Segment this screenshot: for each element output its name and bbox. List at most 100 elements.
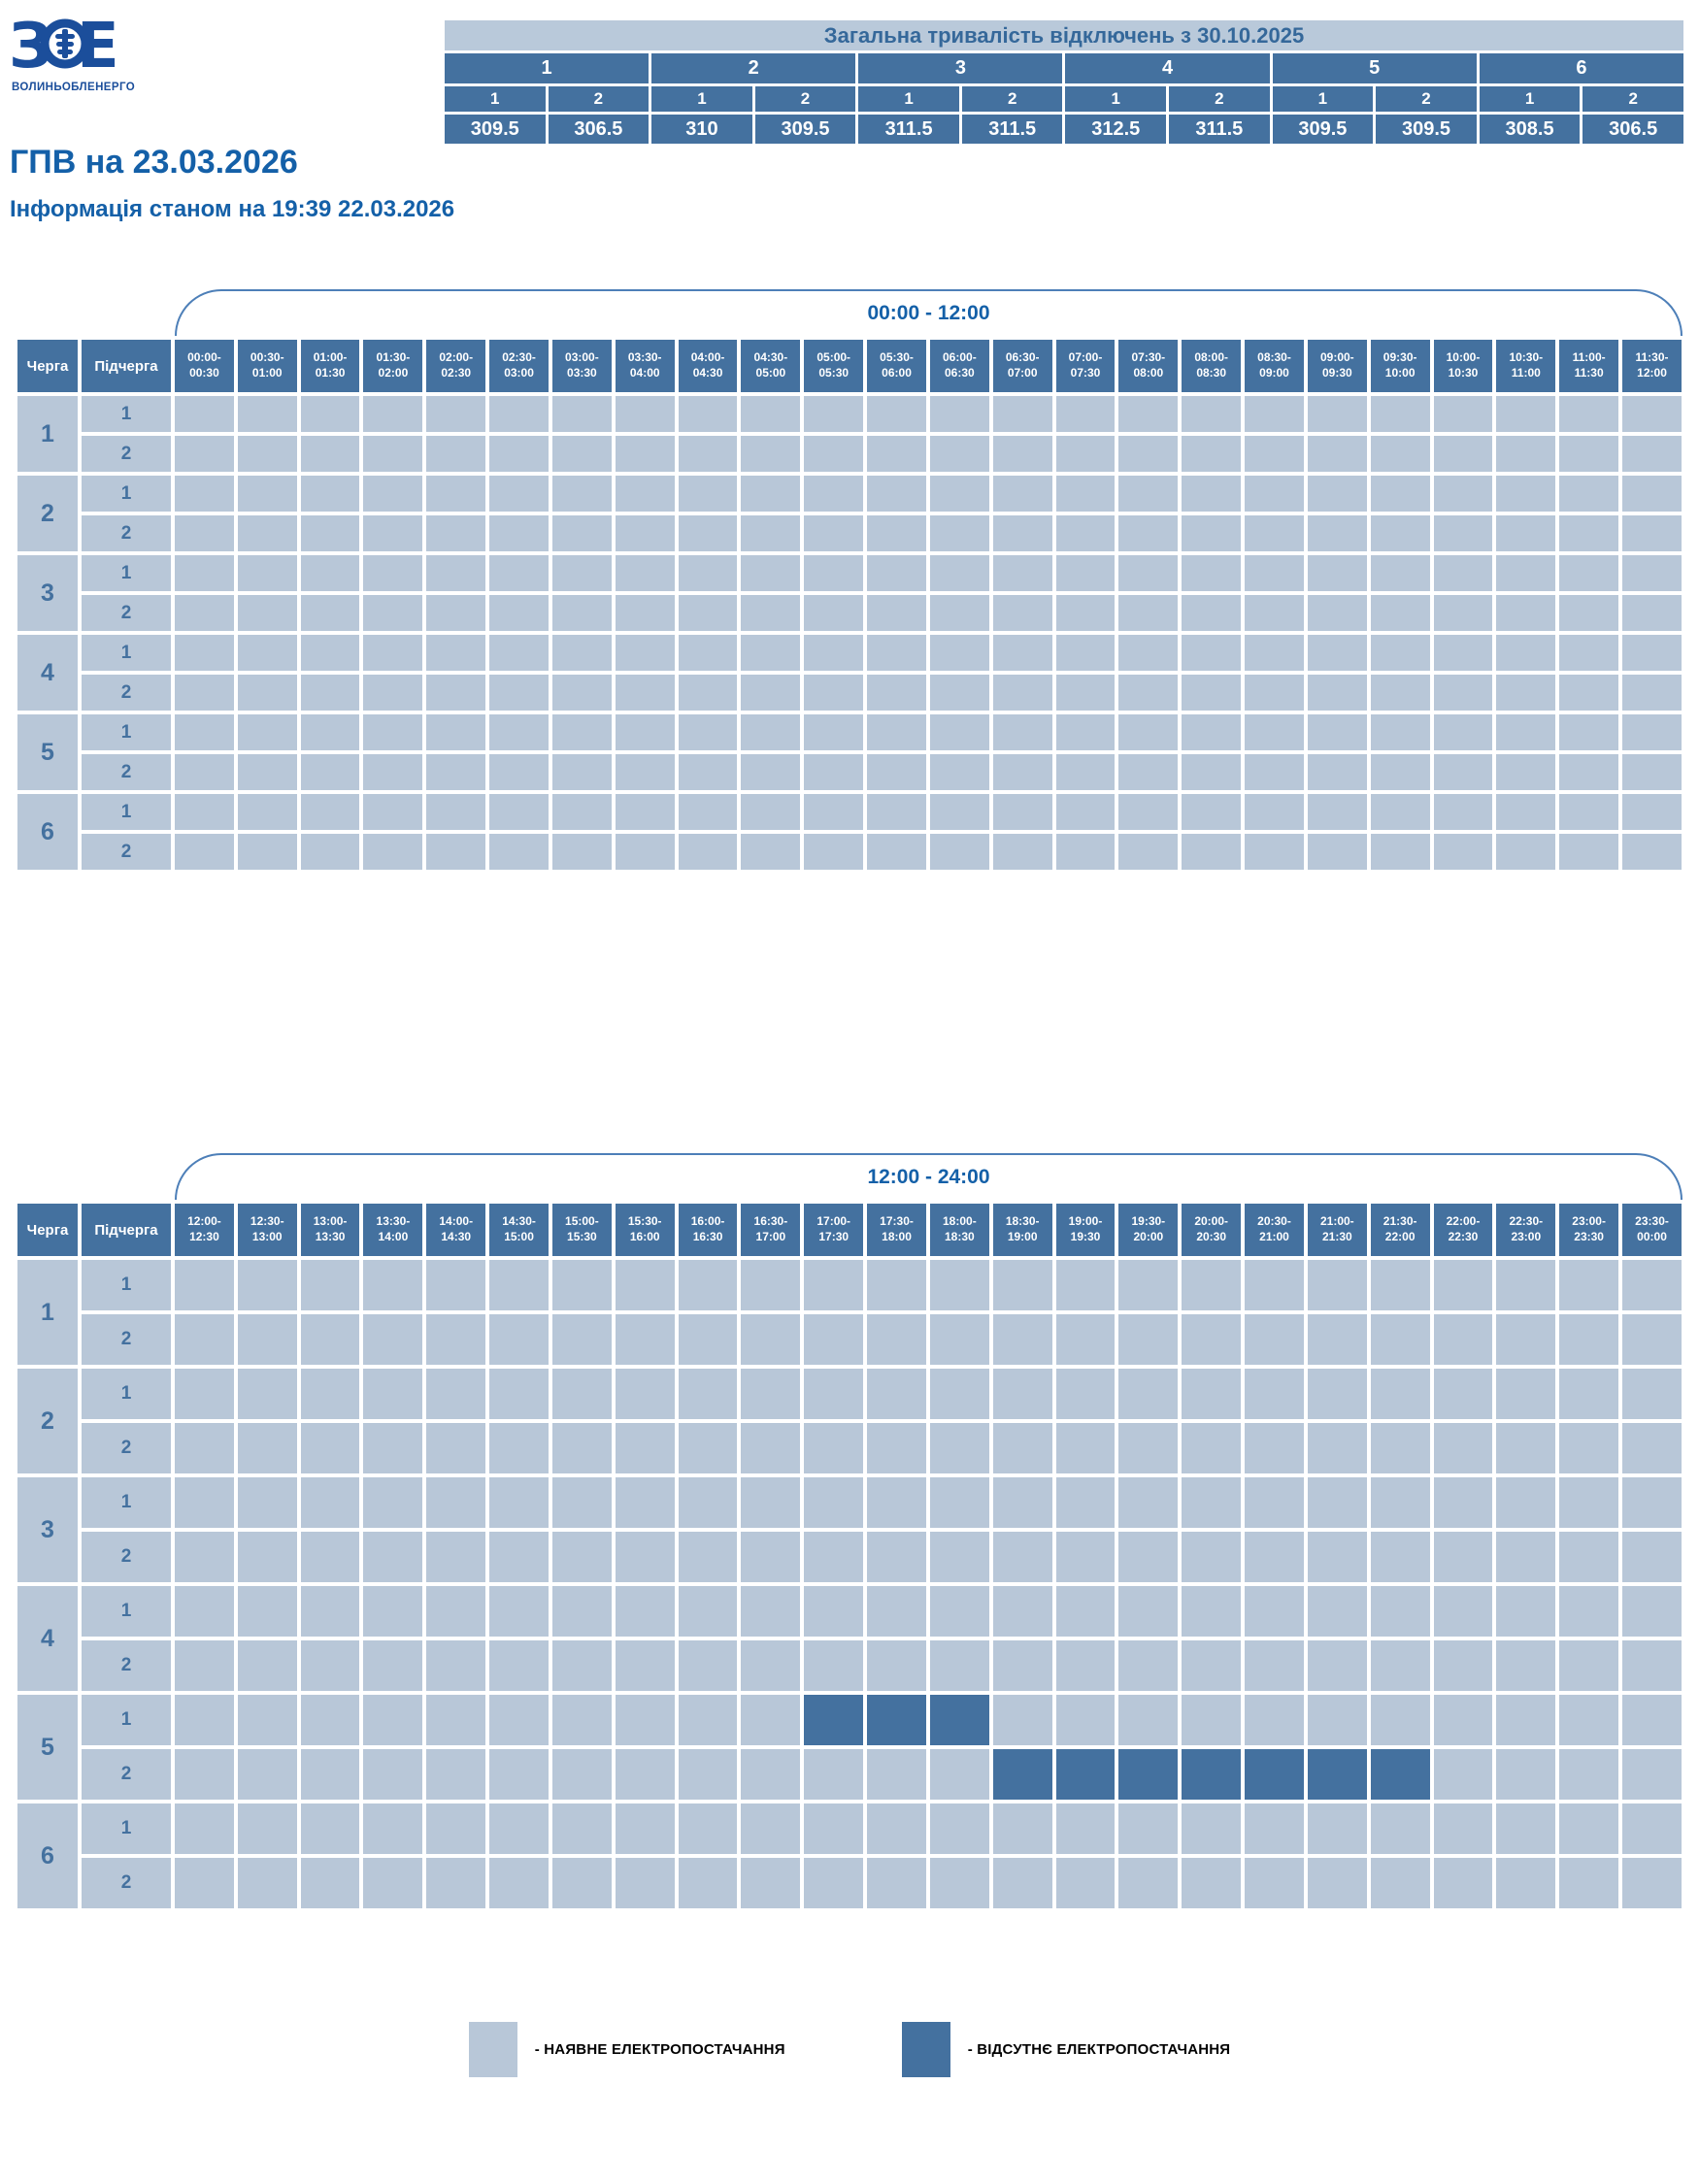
supply-cell [300,1803,360,1854]
schedule-row: 2 [17,515,1682,551]
supply-cell [1370,1260,1430,1310]
supply-cell [615,794,675,830]
supply-cell [300,1369,360,1419]
supply-cell [992,436,1052,472]
supply-cell [175,515,234,551]
time-slot-to: 05:30 [818,366,850,380]
time-slot-to: 02:00 [378,366,409,380]
summary-group-header: 1 [445,53,650,83]
supply-cell [1433,555,1493,591]
supply-cell [1118,1260,1179,1310]
supply-cell [1118,754,1179,790]
supply-cell [1118,714,1179,750]
supply-cell [1307,1423,1367,1473]
time-slot-from: 04:30- [753,350,788,365]
supply-cell [426,476,486,512]
supply-cell [175,1477,234,1528]
supply-cell [1118,515,1179,551]
time-slot-from: 06:30- [1005,350,1040,365]
supply-cell [1433,1477,1493,1528]
supply-cell [1307,515,1367,551]
supply-cell [1559,675,1619,711]
supply-cell [363,1640,423,1691]
schedule-row: 2 [17,595,1682,631]
supply-cell [426,436,486,472]
time-slot-header: 02:00- 02:30 [426,340,486,392]
supply-cell [175,396,234,432]
supply-cell [300,1858,360,1908]
supply-cell [489,1260,549,1310]
time-slot-to: 13:30 [315,1230,346,1243]
time-slot-header: 12:30- 13:00 [237,1204,297,1256]
time-slot-header: 13:30- 14:00 [363,1204,423,1256]
supply-cell [175,754,234,790]
outage-cell [1055,1749,1116,1800]
time-slot-from: 09:30- [1383,350,1417,365]
time-slot-header: 14:30- 15:00 [489,1204,549,1256]
time-slot-to: 03:30 [567,366,597,380]
time-slot-header: 23:00- 23:30 [1559,1204,1619,1256]
supply-cell [867,635,926,671]
supply-cell [489,1640,549,1691]
supply-cell [1307,754,1367,790]
supply-cell [804,555,864,591]
supply-cell [363,635,423,671]
supply-cell [551,1695,612,1745]
supply-cell [1055,1803,1116,1854]
supply-cell [300,595,360,631]
supply-cell [1622,1640,1682,1691]
supply-cell [992,1640,1052,1691]
supply-cell [1433,396,1493,432]
supply-cell [1433,1586,1493,1637]
time-slot-header: 13:00- 13:30 [300,1204,360,1256]
time-slot-to: 09:00 [1259,366,1289,380]
supply-cell [678,396,738,432]
supply-cell [1055,476,1116,512]
supply-cell [1496,1532,1556,1582]
time-slot-header: 12:00- 12:30 [175,1204,234,1256]
supply-cell [1118,1695,1179,1745]
time-slot-from: 15:00- [565,1214,599,1229]
supply-cell [1622,476,1682,512]
time-slot-to: 08:00 [1133,366,1164,380]
supply-cell [489,1369,549,1419]
supply-cell [175,1586,234,1637]
supply-cell [678,794,738,830]
time-slot-from: 07:30- [1131,350,1166,365]
supply-cell [1622,675,1682,711]
supply-cell [992,1477,1052,1528]
outage-cell [1182,1749,1242,1800]
supply-cell [867,1369,926,1419]
supply-cell [1307,1803,1367,1854]
supply-cell [489,794,549,830]
supply-cell [175,1369,234,1419]
supply-cell [300,1314,360,1365]
summary-title-row: Загальна тривалість відключень з 30.10.2… [445,20,1683,50]
supply-cell [678,555,738,591]
time-slot-from: 02:30- [502,350,536,365]
subqueue-number: 1 [82,476,171,512]
supply-cell [804,1803,864,1854]
supply-cell [1245,635,1304,671]
time-slot-to: 20:00 [1133,1230,1164,1243]
supply-cell [489,1532,549,1582]
supply-cell [804,1858,864,1908]
subqueue-number: 1 [82,635,171,671]
supply-cell [1055,1695,1116,1745]
supply-cell [1433,595,1493,631]
supply-cell [1496,1586,1556,1637]
supply-cell [678,1749,738,1800]
summary-duration-value: 311.5 [858,115,959,144]
summary-subgroup-header: 2 [1169,86,1270,112]
supply-cell [551,1858,612,1908]
page-title: ГПВ на 23.03.2026 [10,144,298,181]
time-slot-from: 14:30- [502,1214,536,1229]
queue-column-header: Черга [17,1204,78,1256]
supply-cell [678,595,738,631]
summary-duration-value: 309.5 [1376,115,1477,144]
supply-cell [489,834,549,870]
supply-cell [929,396,989,432]
supply-cell [426,1423,486,1473]
supply-cell [237,1260,297,1310]
time-slot-from: 18:30- [1005,1214,1040,1229]
